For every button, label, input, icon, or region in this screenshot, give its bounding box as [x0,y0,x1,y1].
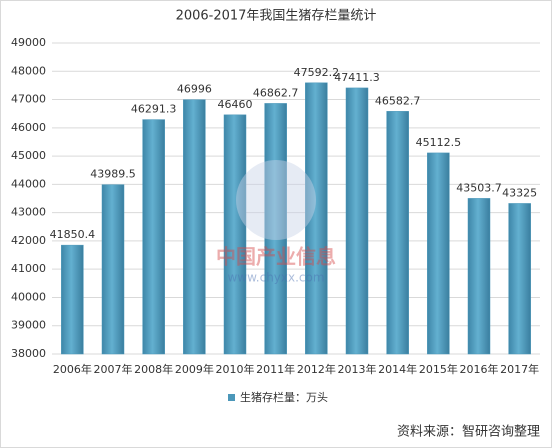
x-tick-label: 2010年 [216,362,255,376]
y-tick-label: 41000 [11,262,46,275]
bar [345,87,369,355]
watermark-text: 中国产业信息 [216,245,336,269]
data-label: 43503.7 [456,181,502,194]
watermark: 中国产业信息 www.chyxx.com [216,160,336,285]
bar [508,203,531,355]
x-tick-label: 2017年 [500,362,539,376]
plot: 38000 39000 40000 41000 42000 43000 44000 45000… [11,36,540,404]
bar [223,114,247,355]
y-tick-label: 46000 [11,121,46,134]
y-tick-label: 39000 [11,319,46,332]
chart-title: 2006-2017年我国生猪存栏量统计 [176,9,377,24]
bar [142,119,165,355]
x-tick-label: 2006年 [53,362,92,376]
x-tick-label: 2008年 [134,362,173,376]
y-tick-label: 43000 [11,206,46,219]
watermark-url: www.chyxx.com [227,271,324,285]
bar [183,99,206,355]
x-tick-label: 2013年 [338,362,377,376]
y-tick-label: 44000 [11,177,46,190]
bar [264,103,287,355]
data-label: 46582.7 [375,94,421,107]
data-label: 46996 [177,83,212,96]
data-label: 45112.5 [416,136,462,149]
data-label: 46291.3 [131,103,177,116]
data-label: 43325 [502,186,537,199]
data-label: 47592.2 [294,66,340,79]
x-tick-label: 2014年 [378,362,417,376]
data-label: 43989.5 [90,168,136,181]
data-label: 47411.3 [334,71,380,84]
y-tick-label: 38000 [11,347,46,360]
x-tick-label: 2015年 [419,362,458,376]
x-tick-label: 2011年 [256,362,295,376]
x-tick-label: 2012年 [297,362,336,376]
y-tick-label: 47000 [11,93,46,106]
y-tick-label: 42000 [11,234,46,247]
bar [305,82,328,355]
bar [61,244,84,355]
legend-label: 生猪存栏量：万头 [240,390,328,404]
y-tick-label: 45000 [11,149,46,162]
y-tick-label: 48000 [11,64,46,77]
bar [101,184,125,355]
y-tick-label: 40000 [11,290,46,303]
bar [427,152,450,355]
x-tick-label: 2009年 [175,362,214,376]
source: 资料来源：智研咨询整理 [397,425,540,440]
y-tick-label: 49000 [11,36,46,49]
data-label: 46862.7 [253,86,299,99]
legend-swatch [228,394,235,401]
data-label: 46460 [218,98,253,111]
watermark-logo [236,160,316,240]
bar [467,198,491,355]
x-tick-label: 2016年 [460,362,499,376]
x-tick-label: 2007年 [94,362,133,376]
data-label: 41850.4 [50,228,96,241]
bar [386,111,409,355]
